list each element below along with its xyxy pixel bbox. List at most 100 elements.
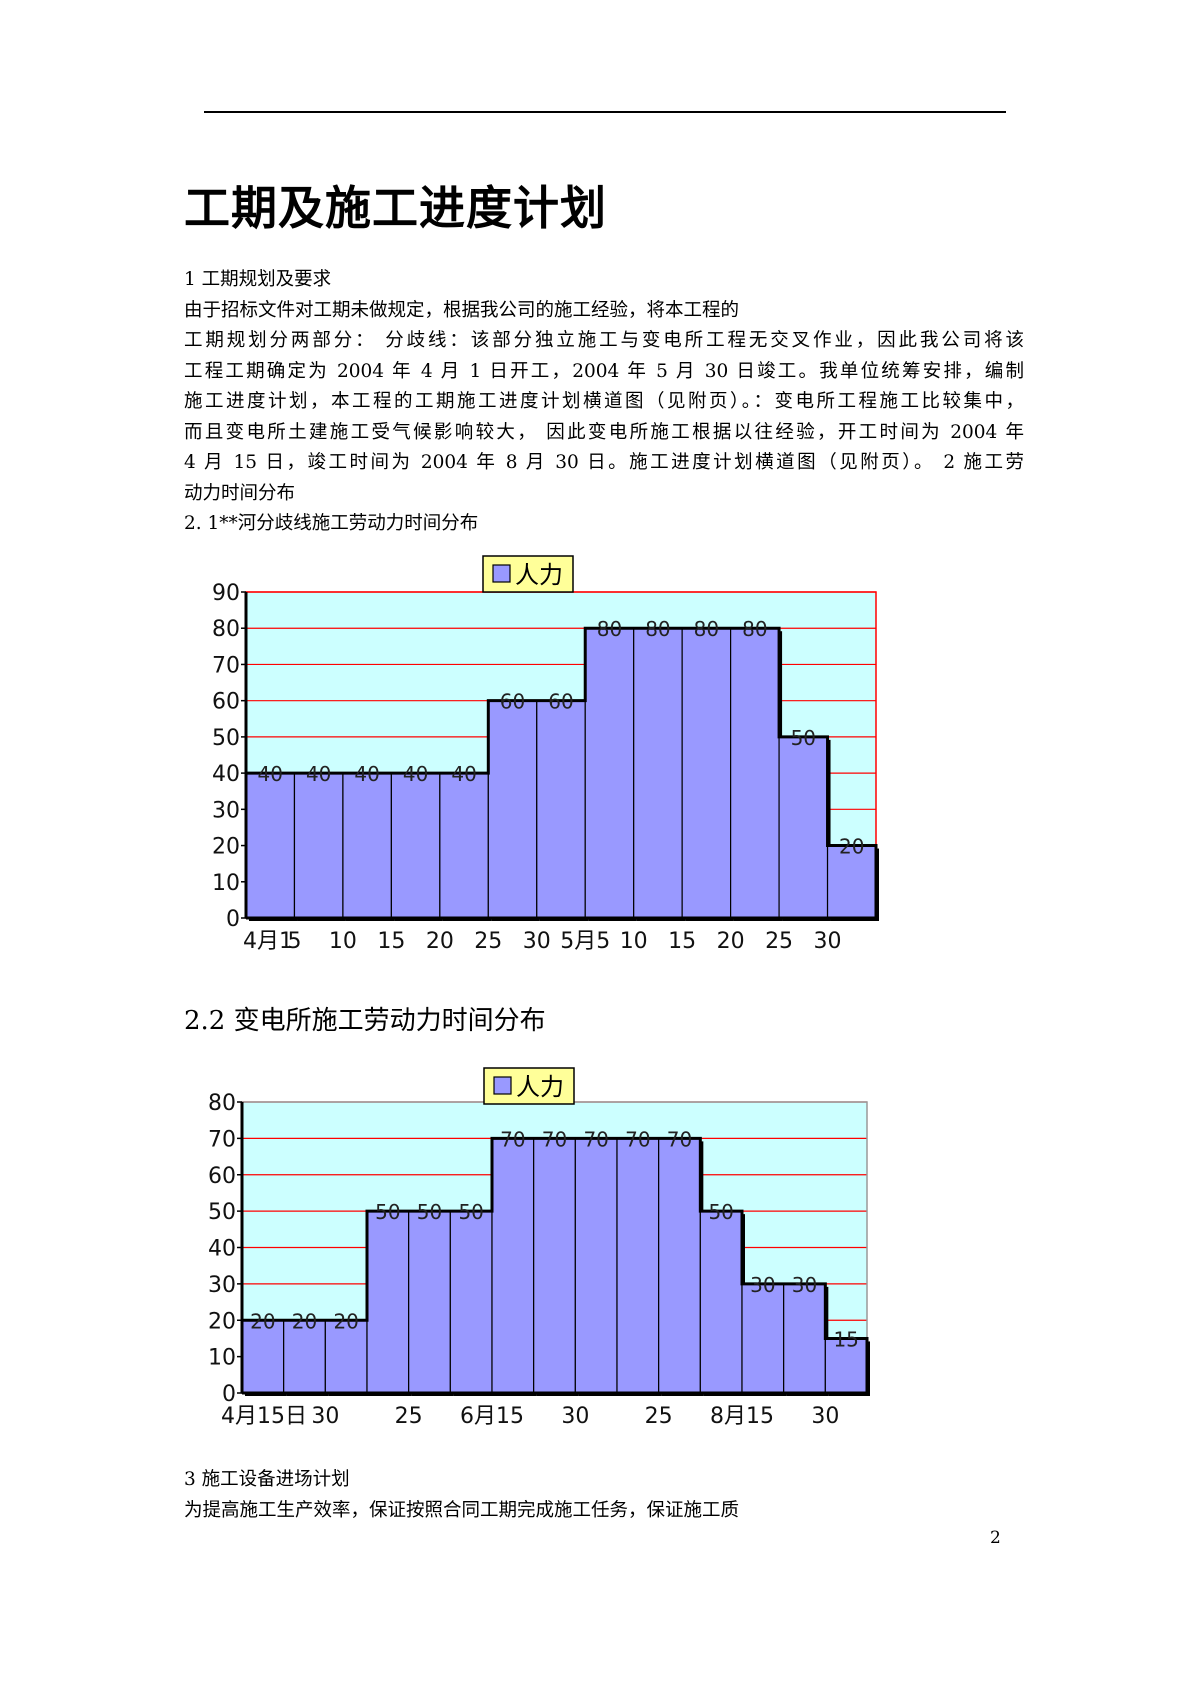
bar-4: [366, 1210, 410, 1394]
y-tick-label: 60: [212, 690, 240, 715]
data-label: 20: [292, 1309, 317, 1333]
bar-8: [533, 1137, 576, 1394]
bar-12: [699, 1210, 743, 1394]
bar-2: [283, 1319, 326, 1394]
y-tick-label: 50: [208, 1200, 236, 1225]
data-label: 50: [791, 726, 816, 750]
bar-1: [245, 772, 296, 919]
x-tick-label: 30: [811, 1404, 839, 1429]
bar-6: [487, 700, 538, 919]
bar-12: [778, 736, 829, 919]
data-label: 40: [403, 762, 428, 786]
chart-substation-labor: 20 20 20 50 50 50 70 70 70 70 70 50 30 30 15 0 10 20 30 40 5…: [208, 1067, 870, 1429]
x-tick-label: 20: [426, 929, 454, 954]
data-label: 20: [839, 835, 864, 859]
y-tick-label: 60: [208, 1164, 236, 1189]
bar-9: [633, 627, 683, 919]
x-tick-label: 30: [311, 1404, 339, 1429]
bar-9: [574, 1137, 618, 1394]
page-title: 工期及施工进度计划: [184, 181, 607, 235]
x-tick-label: 5: [287, 929, 301, 954]
y-tick-label: 30: [208, 1273, 236, 1298]
y-tick-label: 80: [212, 617, 240, 642]
data-label: 80: [645, 617, 670, 641]
bar-13: [741, 1283, 785, 1394]
x-tick-label: 8月15: [710, 1404, 774, 1429]
data-label: 40: [258, 762, 283, 786]
bar-2: [293, 772, 344, 919]
body-line-4: 而且变电所土建施工受气候影响较大， 因此变电所施工根据以往经验，开工时间为 20…: [184, 421, 1024, 443]
data-label: 30: [792, 1273, 817, 1297]
x-tick-label: 30: [561, 1404, 589, 1429]
legend-label: 人力: [515, 561, 563, 589]
data-label: 15: [833, 1327, 858, 1351]
data-label: 50: [458, 1200, 483, 1224]
bar-6: [449, 1210, 493, 1394]
data-label: 50: [417, 1200, 442, 1224]
x-tick-label: 15: [377, 929, 405, 954]
bar-4: [390, 772, 441, 919]
data-label: 70: [583, 1127, 608, 1151]
section-3-heading: 3 施工设备进场计划: [184, 1469, 350, 1490]
legend-swatch: [493, 1076, 512, 1095]
page-number: 2: [990, 1528, 1001, 1548]
section-3-line: 为提高施工生产效率，保证按照合同工期完成施工任务，保证施工质: [184, 1499, 740, 1521]
data-label: 70: [667, 1127, 692, 1151]
x-tick-label: 25: [645, 1404, 673, 1429]
y-tick-label: 70: [208, 1127, 236, 1152]
y-tick-label: 40: [208, 1237, 236, 1262]
bar-3: [342, 772, 392, 919]
bar-14: [783, 1283, 826, 1394]
data-label: 70: [625, 1127, 650, 1151]
x-tick-label: 5月5: [560, 929, 610, 954]
x-tick-label: 30: [814, 929, 842, 954]
data-label: 50: [708, 1200, 733, 1224]
x-tick-label: 4月15日: [221, 1404, 307, 1429]
y-tick-label: 90: [212, 581, 240, 606]
body-line-3: 施工进度计划，本工程的工期施工进度计划横道图（见附页）。：变电所工程施工比较集中…: [184, 391, 1024, 412]
data-label: 50: [375, 1200, 400, 1224]
x-tick-label: 10: [329, 929, 357, 954]
legend-label: 人力: [516, 1073, 564, 1101]
intro-line: 由于招标文件对工期未做规定，根据我公司的施工经验，将本工程的: [184, 299, 740, 321]
chart-branch-line-labor: 40 40 40 40 40 60 60 80 80 80 80 50 20 0 10 20 30 40 50 60 7…: [212, 555, 879, 954]
body-line-2: 工程工期确定为 2004 年 4 月 1 日开工，2004 年 5 月 30 日…: [184, 360, 1024, 382]
y-tick-label: 30: [212, 798, 240, 823]
data-label: 80: [694, 617, 719, 641]
x-tick-label: 25: [395, 1404, 423, 1429]
bar-outline: [246, 626, 878, 918]
bar-10: [681, 627, 732, 919]
data-label: 40: [354, 762, 379, 786]
data-label: 30: [750, 1273, 775, 1297]
bar-8: [584, 627, 635, 919]
body-last-line: 动力时间分布: [184, 482, 296, 504]
data-label: 70: [542, 1127, 567, 1151]
bar-1: [241, 1319, 285, 1394]
bar-outline: [242, 1136, 869, 1393]
x-tick-label: 25: [474, 929, 502, 954]
y-tick-label: 10: [208, 1346, 236, 1371]
body-line-5: 4 月 15 日，竣工时间为 2004 年 8 月 30 日。施工进度计划横道图…: [184, 452, 1024, 473]
x-tick-label: 20: [717, 929, 745, 954]
y-tick-label: 0: [222, 1382, 236, 1407]
x-tick-label: 25: [765, 929, 793, 954]
body-line-1: 工期规划分两部分： 分歧线：该部分独立施工与变电所工程无交叉作业，因此我公司将该: [184, 330, 1024, 351]
x-tick-label: 30: [523, 929, 551, 954]
x-tick-label: 4月1: [243, 929, 293, 954]
bar-5: [439, 772, 489, 919]
bar-11: [658, 1137, 701, 1394]
y-tick-label: 70: [212, 653, 240, 678]
section-2-2-heading: 2.2 变电所施工劳动力时间分布: [184, 1006, 546, 1036]
section-2-1-heading: 2. 1**河分歧线施工劳动力时间分布: [184, 513, 479, 534]
legend-swatch: [492, 564, 511, 583]
data-label: 60: [500, 690, 525, 714]
data-label: 40: [451, 762, 476, 786]
bar-5: [408, 1210, 451, 1394]
y-tick-label: 0: [226, 907, 240, 932]
section-3-text: 3 施工设备进场计划 为提高施工生产效率，保证按照合同工期完成施工任务，保证施工…: [184, 1465, 1024, 1526]
y-tick-label: 80: [208, 1091, 236, 1116]
bar-7: [536, 700, 586, 919]
y-tick-label: 40: [212, 762, 240, 787]
y-tick-label: 20: [208, 1309, 236, 1334]
data-label: 40: [306, 762, 331, 786]
